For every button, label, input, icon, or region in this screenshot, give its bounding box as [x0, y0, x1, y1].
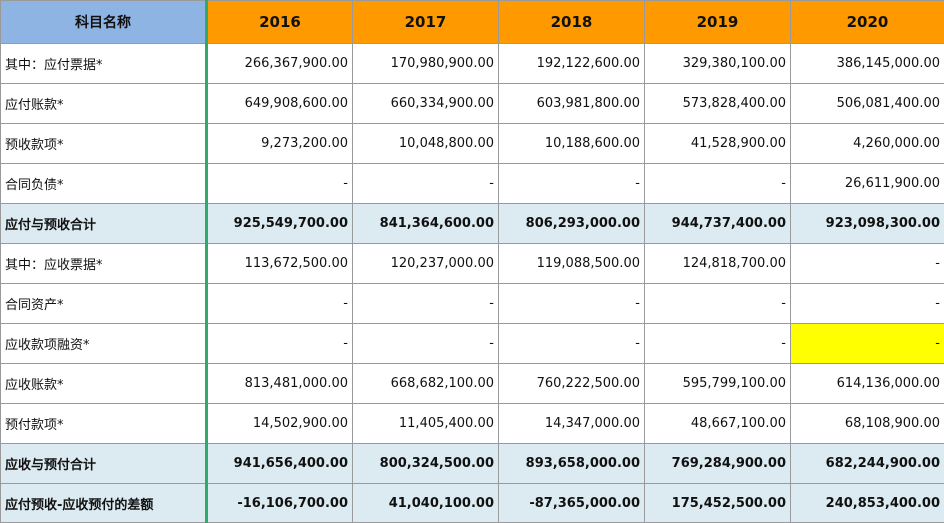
cell-value: - [644, 163, 791, 204]
difference-row: 应付预收-应收预付的差额 -16,106,700.00 41,040,100.0… [0, 483, 944, 523]
cell-value: 668,682,100.00 [352, 363, 499, 404]
cell-value: -16,106,700.00 [206, 483, 353, 523]
cell-value: 9,273,200.00 [206, 123, 353, 164]
header-year-2017: 2017 [352, 0, 499, 44]
cell-value: 682,244,900.00 [790, 443, 944, 484]
cell-value: - [498, 323, 645, 364]
row-label: 合同资产* [0, 283, 208, 324]
cell-value: 120,237,000.00 [352, 243, 499, 284]
cell-value: 841,364,600.00 [352, 203, 499, 244]
total-row: 应收与预付合计 941,656,400.00 800,324,500.00 89… [0, 443, 944, 484]
row-label: 应收款项融资* [0, 323, 208, 364]
cell-value: 660,334,900.00 [352, 83, 499, 124]
row-label: 合同负债* [0, 163, 208, 204]
cell-value: - [352, 323, 499, 364]
table-row: 预付款项* 14,502,900.00 11,405,400.00 14,347… [0, 403, 944, 444]
cell-value: 944,737,400.00 [644, 203, 791, 244]
cell-value: 506,081,400.00 [790, 83, 944, 124]
cell-value: - [498, 283, 645, 324]
table-row: 其中：应收票据* 113,672,500.00 120,237,000.00 1… [0, 243, 944, 284]
cell-value: 649,908,600.00 [206, 83, 353, 124]
cell-value: - [790, 283, 944, 324]
cell-value: - [498, 163, 645, 204]
row-label: 其中：应付票据* [0, 43, 208, 84]
row-label: 应收与预付合计 [0, 443, 208, 484]
table-row: 应付账款* 649,908,600.00 660,334,900.00 603,… [0, 83, 944, 124]
cell-value: 614,136,000.00 [790, 363, 944, 404]
table-row: 预收款项* 9,273,200.00 10,048,800.00 10,188,… [0, 123, 944, 164]
cell-value: 603,981,800.00 [498, 83, 645, 124]
row-label: 应收账款* [0, 363, 208, 404]
cell-value: - [644, 323, 791, 364]
header-subject-name: 科目名称 [0, 0, 208, 44]
cell-value: 266,367,900.00 [206, 43, 353, 84]
table-row: 应收款项融资* - - - - - [0, 323, 944, 364]
cell-value: 26,611,900.00 [790, 163, 944, 204]
cell-value: - [790, 243, 944, 284]
cell-value: 11,405,400.00 [352, 403, 499, 444]
header-year-2020: 2020 [790, 0, 944, 44]
row-label: 预付款项* [0, 403, 208, 444]
cell-value: 10,048,800.00 [352, 123, 499, 164]
cell-value: 893,658,000.00 [498, 443, 645, 484]
cell-value: 813,481,000.00 [206, 363, 353, 404]
cell-value: 941,656,400.00 [206, 443, 353, 484]
cell-value: -87,365,000.00 [498, 483, 645, 523]
cell-value: - [352, 283, 499, 324]
cell-value: 48,667,100.00 [644, 403, 791, 444]
total-row: 应付与预收合计 925,549,700.00 841,364,600.00 80… [0, 203, 944, 244]
cell-value: 769,284,900.00 [644, 443, 791, 484]
highlighted-cell: - [790, 323, 944, 364]
cell-value: 41,040,100.00 [352, 483, 499, 523]
row-label: 应付账款* [0, 83, 208, 124]
row-label: 预收款项* [0, 123, 208, 164]
cell-value: 68,108,900.00 [790, 403, 944, 444]
cell-value: 573,828,400.00 [644, 83, 791, 124]
cell-value: 170,980,900.00 [352, 43, 499, 84]
cell-value: 41,528,900.00 [644, 123, 791, 164]
cell-value: 113,672,500.00 [206, 243, 353, 284]
table-row: 合同负债* - - - - 26,611,900.00 [0, 163, 944, 204]
cell-value: 923,098,300.00 [790, 203, 944, 244]
cell-value: - [352, 163, 499, 204]
cell-value: 14,502,900.00 [206, 403, 353, 444]
cell-value: 240,853,400.00 [790, 483, 944, 523]
cell-value: 4,260,000.00 [790, 123, 944, 164]
cell-value: 124,818,700.00 [644, 243, 791, 284]
cell-value: 806,293,000.00 [498, 203, 645, 244]
cell-value: 119,088,500.00 [498, 243, 645, 284]
cell-value: 925,549,700.00 [206, 203, 353, 244]
table-row: 其中：应付票据* 266,367,900.00 170,980,900.00 1… [0, 43, 944, 84]
table-row: 合同资产* - - - - - [0, 283, 944, 324]
header-year-2018: 2018 [498, 0, 645, 44]
cell-value: 760,222,500.00 [498, 363, 645, 404]
cell-value: - [644, 283, 791, 324]
header-year-2019: 2019 [644, 0, 791, 44]
header-year-2016: 2016 [206, 0, 353, 44]
cell-value: 14,347,000.00 [498, 403, 645, 444]
cell-value: - [206, 283, 353, 324]
row-label: 应付预收-应收预付的差额 [0, 483, 208, 523]
cell-value: 386,145,000.00 [790, 43, 944, 84]
cell-value: 595,799,100.00 [644, 363, 791, 404]
cell-value: 192,122,600.00 [498, 43, 645, 84]
cell-value: - [206, 163, 353, 204]
cell-value: - [206, 323, 353, 364]
header-row: 科目名称 2016 2017 2018 2019 2020 [0, 0, 944, 44]
cell-value: 175,452,500.00 [644, 483, 791, 523]
cell-value: 10,188,600.00 [498, 123, 645, 164]
row-label: 应付与预收合计 [0, 203, 208, 244]
row-label: 其中：应收票据* [0, 243, 208, 284]
table-row: 应收账款* 813,481,000.00 668,682,100.00 760,… [0, 363, 944, 404]
cell-value: 329,380,100.00 [644, 43, 791, 84]
cell-value: 800,324,500.00 [352, 443, 499, 484]
